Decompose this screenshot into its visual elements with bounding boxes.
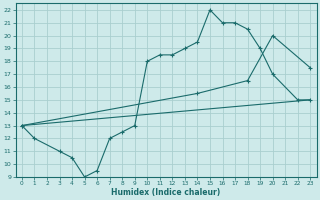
X-axis label: Humidex (Indice chaleur): Humidex (Indice chaleur) <box>111 188 221 197</box>
